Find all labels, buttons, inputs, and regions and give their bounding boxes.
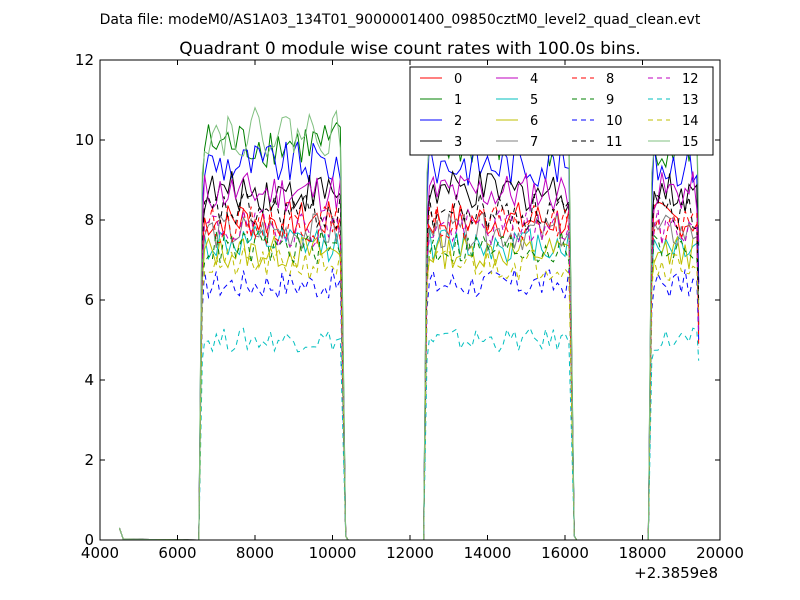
series-line-5 [118,224,700,541]
plot-frame [99,59,721,541]
x-tick-label: 18000 [619,544,667,562]
plot-lines [118,106,700,541]
legend-label-11: 11 [606,135,623,150]
legend-label-0: 0 [454,72,462,87]
y-tick-label: 10 [75,131,94,149]
legend-label-1: 1 [454,93,462,108]
x-tick-label: 20000 [696,544,744,562]
y-tick-label: 8 [84,211,94,229]
series-line-7 [118,213,700,541]
legend-label-14: 14 [682,114,699,129]
x-tick-label: 12000 [386,544,434,562]
series-line-15 [118,106,700,541]
legend-label-5: 5 [530,93,538,108]
axis-ticks: 4000 6000 8000 10000 12000 14000 16000 18000 200… [75,51,744,562]
y-tick-label: 12 [75,51,94,69]
series-line-6 [118,235,700,541]
legend-label-10: 10 [606,114,623,129]
series-line-14 [118,245,700,541]
legend-label-4: 4 [530,72,538,87]
legend-label-7: 7 [530,135,538,150]
chart-title: Quadrant 0 module wise count rates with … [179,39,640,59]
y-tick-label: 2 [84,451,94,469]
y-tick-label: 4 [84,371,94,389]
x-axis-offset-label: +2.3859e8 [634,564,718,582]
legend-label-3: 3 [454,135,462,150]
figure-suptitle: Data file: modeM0/AS1A03_134T01_90000014… [100,12,701,28]
legend-label-15: 15 [682,135,699,150]
legend-label-13: 13 [682,93,699,108]
x-tick-label: 6000 [158,544,196,562]
series-line-12 [118,208,700,541]
legend-label-2: 2 [454,114,462,129]
x-tick-label: 8000 [236,544,274,562]
series-line-13 [118,327,700,541]
x-tick-label: 16000 [541,544,589,562]
legend-label-12: 12 [682,72,699,87]
series-line-10 [118,268,700,541]
series-line-9 [118,230,700,541]
x-tick-label: 4000 [81,544,119,562]
legend-label-6: 6 [530,114,538,129]
x-tick-label: 10000 [309,544,357,562]
legend-frame [409,66,714,156]
legend-label-8: 8 [606,72,614,87]
y-tick-label: 0 [84,531,94,549]
series-line-8 [118,204,700,541]
x-tick-label: 14000 [464,544,512,562]
y-tick-label: 6 [84,291,94,309]
series-line-0 [118,201,700,541]
legend-label-9: 9 [606,93,614,108]
